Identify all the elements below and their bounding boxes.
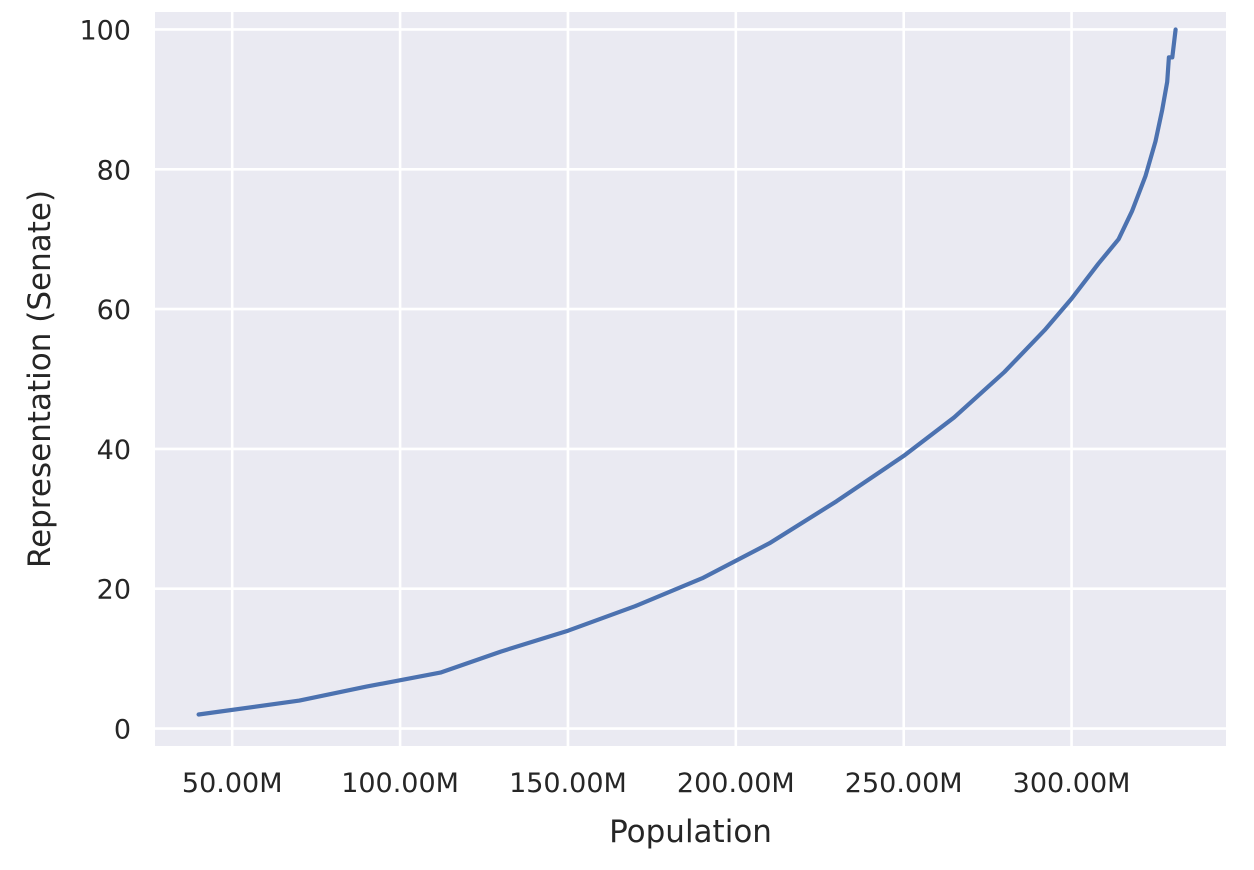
x-tick-label: 200.00M <box>677 768 795 799</box>
x-tick-label: 250.00M <box>845 768 963 799</box>
y-tick-label: 60 <box>97 295 131 326</box>
grid-lines <box>155 12 1226 746</box>
plot-area <box>155 12 1226 746</box>
y-tick-label: 40 <box>97 435 131 466</box>
y-tick-label: 80 <box>97 155 131 186</box>
y-axis-label: Representation (Senate) <box>22 190 58 568</box>
series-layer <box>196 27 1178 717</box>
y-tick-label: 100 <box>79 15 131 46</box>
y-tick-label: 20 <box>97 575 131 606</box>
x-tick-label: 100.00M <box>341 768 459 799</box>
tick-labels: 50.00M 100.00M 150.00M 200.00M 250.00M 300.00… <box>79 15 1130 799</box>
x-tick-label: 300.00M <box>1013 768 1131 799</box>
series-line-0 <box>196 27 1178 717</box>
x-tick-label: 150.00M <box>509 768 627 799</box>
y-tick-label: 0 <box>114 715 131 746</box>
x-axis-label: Population <box>609 814 772 850</box>
x-tick-label: 50.00M <box>182 768 283 799</box>
